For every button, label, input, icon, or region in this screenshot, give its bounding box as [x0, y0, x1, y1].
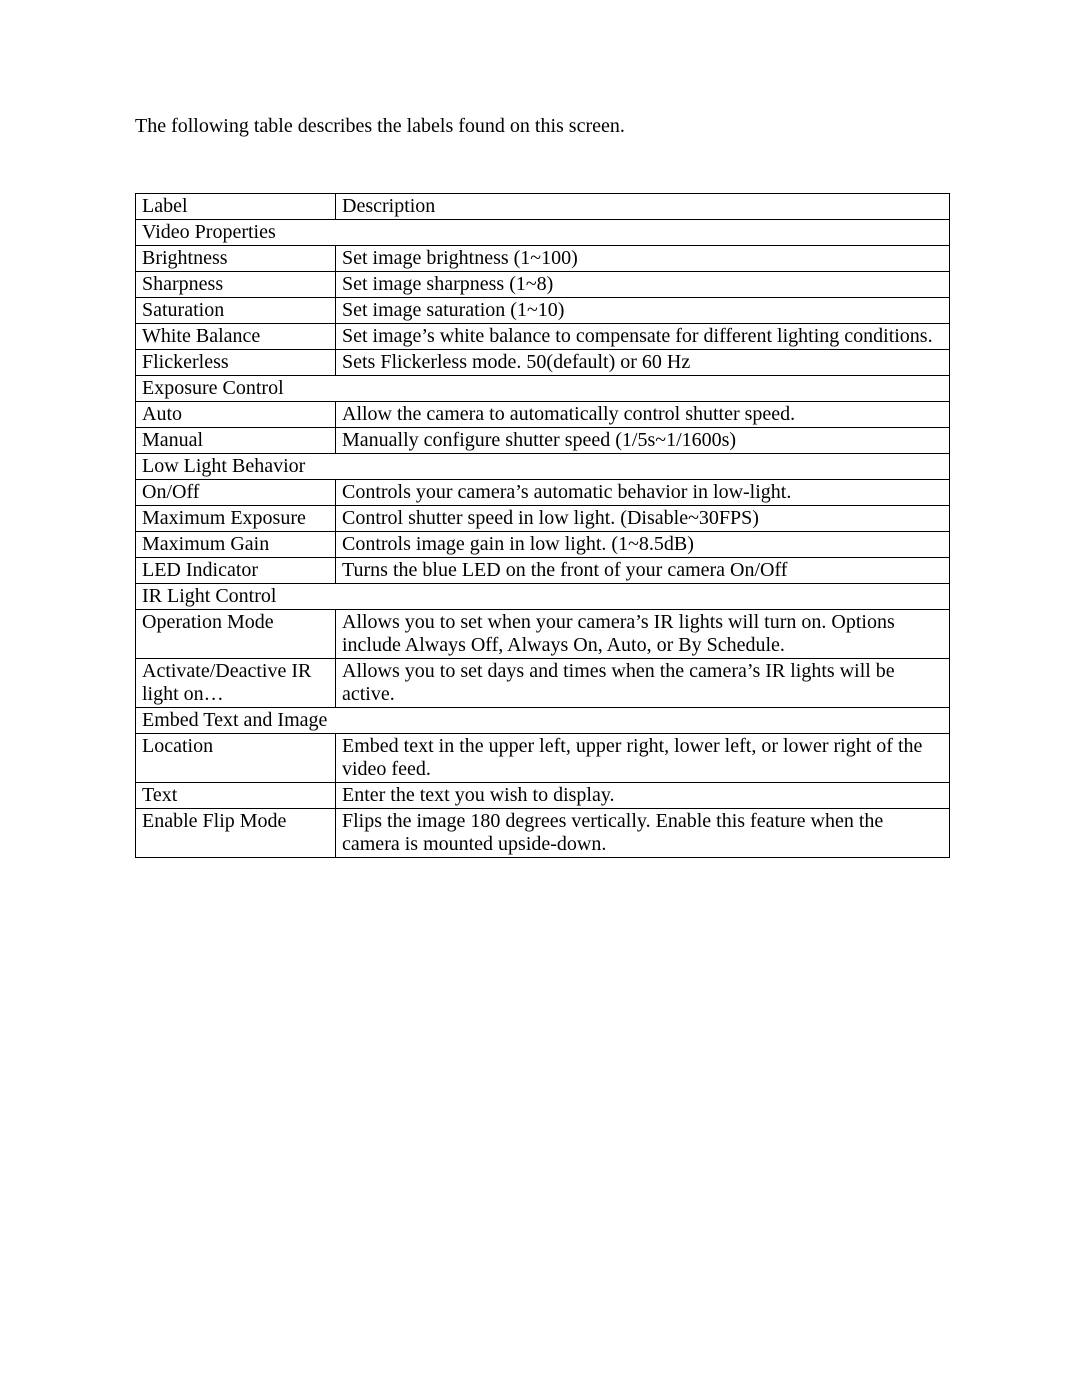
label-cell: Saturation [136, 298, 336, 324]
description-cell: Control shutter speed in low light. (Dis… [336, 506, 950, 532]
intro-paragraph: The following table describes the labels… [135, 115, 950, 138]
description-cell: Manually configure shutter speed (1/5s~1… [336, 428, 950, 454]
label-cell: On/Off [136, 480, 336, 506]
table-row: Embed Text and Image [136, 708, 950, 734]
table-row: FlickerlessSets Flickerless mode. 50(def… [136, 350, 950, 376]
header-description: Description [336, 194, 950, 220]
label-cell: Location [136, 734, 336, 783]
description-cell: Set image sharpness (1~8) [336, 272, 950, 298]
description-cell: Set image’s white balance to compensate … [336, 324, 950, 350]
description-cell: Flips the image 180 degrees vertically. … [336, 809, 950, 858]
label-cell: Activate/Deactive IR light on… [136, 659, 336, 708]
description-cell: Set image brightness (1~100) [336, 246, 950, 272]
section-cell: Exposure Control [136, 376, 950, 402]
label-cell: Brightness [136, 246, 336, 272]
description-cell: Allow the camera to automatically contro… [336, 402, 950, 428]
label-cell: Sharpness [136, 272, 336, 298]
labels-table-body: LabelDescriptionVideo PropertiesBrightne… [136, 194, 950, 858]
label-cell: Enable Flip Mode [136, 809, 336, 858]
table-row: Activate/Deactive IR light on…Allows you… [136, 659, 950, 708]
table-row: Exposure Control [136, 376, 950, 402]
header-label: Label [136, 194, 336, 220]
label-cell: Flickerless [136, 350, 336, 376]
section-cell: Embed Text and Image [136, 708, 950, 734]
label-cell: Text [136, 783, 336, 809]
description-cell: Allows you to set when your camera’s IR … [336, 610, 950, 659]
section-cell: Video Properties [136, 220, 950, 246]
table-row: Maximum ExposureControl shutter speed in… [136, 506, 950, 532]
label-cell: Operation Mode [136, 610, 336, 659]
section-cell: IR Light Control [136, 584, 950, 610]
label-cell: Maximum Gain [136, 532, 336, 558]
labels-table: LabelDescriptionVideo PropertiesBrightne… [135, 193, 950, 858]
table-row: TextEnter the text you wish to display. [136, 783, 950, 809]
table-row: White BalanceSet image’s white balance t… [136, 324, 950, 350]
description-cell: Controls image gain in low light. (1~8.5… [336, 532, 950, 558]
table-row: SaturationSet image saturation (1~10) [136, 298, 950, 324]
table-row: ManualManually configure shutter speed (… [136, 428, 950, 454]
label-cell: White Balance [136, 324, 336, 350]
table-row: LED IndicatorTurns the blue LED on the f… [136, 558, 950, 584]
table-row: IR Light Control [136, 584, 950, 610]
label-cell: LED Indicator [136, 558, 336, 584]
label-cell: Manual [136, 428, 336, 454]
description-cell: Enter the text you wish to display. [336, 783, 950, 809]
table-row: Low Light Behavior [136, 454, 950, 480]
table-row: SharpnessSet image sharpness (1~8) [136, 272, 950, 298]
table-row: Enable Flip ModeFlips the image 180 degr… [136, 809, 950, 858]
table-row: LocationEmbed text in the upper left, up… [136, 734, 950, 783]
description-cell: Embed text in the upper left, upper righ… [336, 734, 950, 783]
label-cell: Auto [136, 402, 336, 428]
description-cell: Allows you to set days and times when th… [336, 659, 950, 708]
description-cell: Controls your camera’s automatic behavio… [336, 480, 950, 506]
label-cell: Maximum Exposure [136, 506, 336, 532]
description-cell: Sets Flickerless mode. 50(default) or 60… [336, 350, 950, 376]
table-row: BrightnessSet image brightness (1~100) [136, 246, 950, 272]
table-row: On/OffControls your camera’s automatic b… [136, 480, 950, 506]
table-row: Maximum GainControls image gain in low l… [136, 532, 950, 558]
table-row: Video Properties [136, 220, 950, 246]
description-cell: Set image saturation (1~10) [336, 298, 950, 324]
table-row: Operation ModeAllows you to set when you… [136, 610, 950, 659]
section-cell: Low Light Behavior [136, 454, 950, 480]
table-row: AutoAllow the camera to automatically co… [136, 402, 950, 428]
description-cell: Turns the blue LED on the front of your … [336, 558, 950, 584]
document-page: The following table describes the labels… [0, 0, 1080, 858]
table-header-row: LabelDescription [136, 194, 950, 220]
